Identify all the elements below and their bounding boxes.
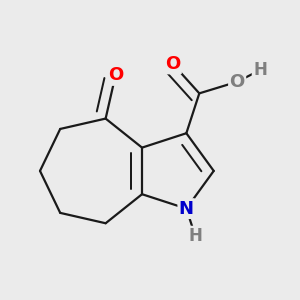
Text: N: N <box>179 200 194 217</box>
Text: H: H <box>253 61 267 79</box>
Text: O: O <box>230 73 245 91</box>
Text: O: O <box>165 55 180 73</box>
Text: H: H <box>188 227 202 245</box>
Text: O: O <box>108 66 123 84</box>
